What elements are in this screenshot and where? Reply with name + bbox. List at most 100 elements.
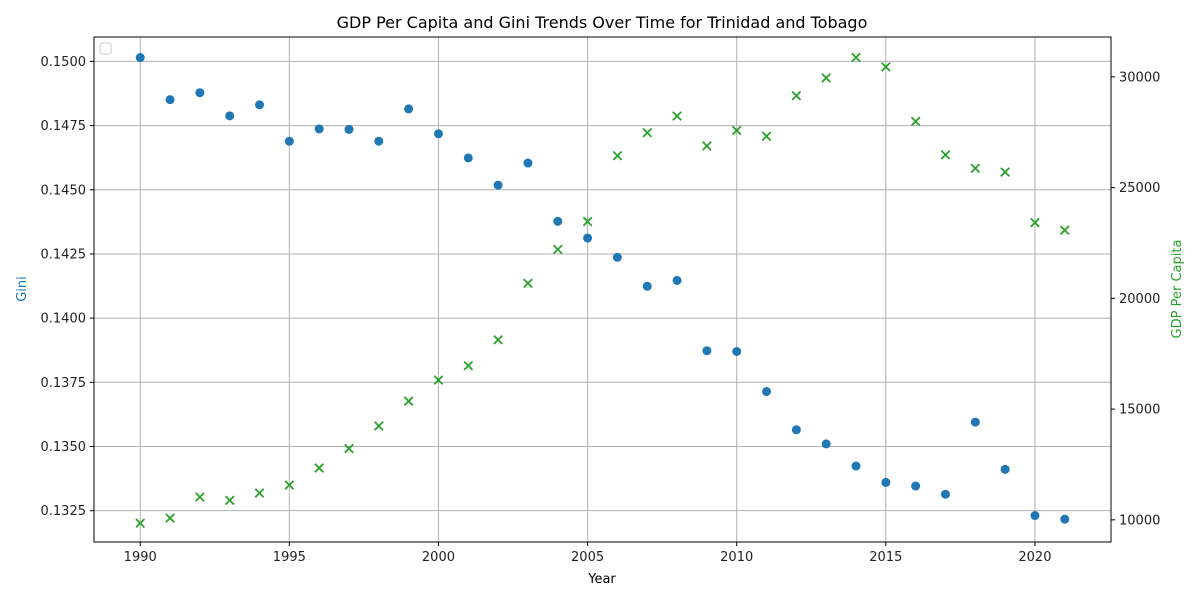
gini-point <box>881 477 891 487</box>
gdp-point-stroke <box>195 492 205 502</box>
gdp-point <box>821 73 832 83</box>
gdp-point-stroke <box>403 396 414 406</box>
gdp-point-stroke <box>314 463 325 473</box>
gdp-point-stroke <box>1059 225 1070 235</box>
gdp-point <box>1059 225 1070 235</box>
gdp-point-stroke <box>791 90 802 101</box>
gdp-point-stroke <box>970 163 981 174</box>
gini-point <box>255 100 265 110</box>
gdp-point-stroke <box>880 62 891 72</box>
gini-point <box>1030 511 1040 521</box>
gdp-point-stroke <box>1000 167 1010 177</box>
gini-point <box>463 153 473 163</box>
gini-point <box>762 387 772 397</box>
gini-point <box>314 124 324 134</box>
gdp-point <box>135 518 146 529</box>
plot-frame <box>93 36 1112 543</box>
y-left-tick-label: 0.1375 <box>41 376 87 391</box>
gdp-point-stroke <box>642 127 653 138</box>
y-axis-right: 10000 15000 20000 25000 30000 <box>1111 70 1160 528</box>
gdp-point <box>463 360 474 371</box>
gdp-point-stroke <box>165 513 175 523</box>
gdp-point-stroke <box>344 443 354 454</box>
gini-point <box>404 104 414 114</box>
gdp-point <box>1000 167 1010 177</box>
gdp-point <box>314 463 325 473</box>
y-right-tick-label: 30000 <box>1119 70 1160 85</box>
gdp-point <box>552 244 563 255</box>
gini-point <box>165 95 175 105</box>
gdp-point-stroke <box>135 518 146 529</box>
gini-point <box>732 347 742 357</box>
gdp-point <box>165 513 175 523</box>
x-tick-label: 2000 <box>422 550 455 565</box>
gini-point <box>791 425 801 435</box>
gdp-point <box>433 375 444 385</box>
y-left-tick-label: 0.1325 <box>41 504 87 519</box>
gini-point <box>672 275 682 285</box>
gdp-point <box>254 488 265 498</box>
gdp-point-stroke <box>731 125 742 136</box>
gdp-point-stroke <box>373 421 384 431</box>
x-tick-label: 1995 <box>273 550 306 565</box>
gini-point <box>344 124 354 134</box>
x-tick-label: 2015 <box>869 550 902 565</box>
gdp-point <box>224 495 235 506</box>
y-axis-right-label: GDP Per Capita <box>1170 240 1185 339</box>
x-tick-label: 2005 <box>571 550 604 565</box>
gdp-point <box>523 278 533 289</box>
x-tick-label: 2020 <box>1018 550 1051 565</box>
gdp-point <box>851 52 861 63</box>
gdp-point <box>910 116 921 127</box>
gini-point <box>642 281 652 291</box>
y-left-tick-label: 0.1400 <box>41 312 87 327</box>
gdp-point <box>731 125 742 136</box>
gdp-point-stroke <box>523 278 533 289</box>
gini-point <box>911 481 921 491</box>
gini-point <box>1060 514 1070 524</box>
gdp-point-stroke <box>910 116 921 127</box>
gini-point <box>135 53 145 63</box>
gdp-point-stroke <box>552 244 563 255</box>
gdp-point <box>582 216 593 227</box>
gini-point <box>374 136 384 146</box>
chart-title: GDP Per Capita and Gini Trends Over Time… <box>337 13 868 32</box>
gdp-point <box>702 141 712 151</box>
gdp-point-stroke <box>493 334 503 345</box>
gini-point <box>195 88 205 98</box>
gini-point <box>612 252 622 262</box>
gini-point <box>821 439 831 449</box>
gini-point <box>851 461 861 471</box>
gdp-point <box>493 334 503 345</box>
gdp-point <box>1030 217 1040 228</box>
gdp-point <box>403 396 414 406</box>
x-axis: 1990 1995 2000 2005 2010 2015 2020 <box>124 542 1051 565</box>
gdp-point-stroke <box>702 141 712 151</box>
y-right-tick-label: 20000 <box>1119 292 1160 307</box>
y-right-tick-label: 10000 <box>1119 513 1160 528</box>
gdp-point <box>284 480 295 490</box>
gdp-point-stroke <box>821 73 832 83</box>
gini-point <box>702 346 712 356</box>
data-layer <box>135 52 1070 529</box>
gini-point <box>583 233 593 243</box>
x-axis-label: Year <box>587 572 616 587</box>
gdp-point <box>761 131 772 142</box>
x-tick-label: 1990 <box>124 550 157 565</box>
y-left-tick-label: 0.1350 <box>41 440 87 455</box>
gini-point <box>225 111 235 121</box>
gdp-point <box>791 90 802 101</box>
gdp-point-stroke <box>463 360 474 371</box>
x-tick-label: 2010 <box>720 550 753 565</box>
gini-point <box>1000 464 1010 474</box>
gdp-point-stroke <box>224 495 235 506</box>
grid <box>94 37 1111 542</box>
gdp-point <box>642 127 653 138</box>
y-left-tick-label: 0.1425 <box>41 247 87 262</box>
gdp-point <box>344 443 354 454</box>
gdp-point <box>612 150 623 161</box>
gini-point <box>523 158 533 168</box>
gdp-point <box>195 492 205 502</box>
